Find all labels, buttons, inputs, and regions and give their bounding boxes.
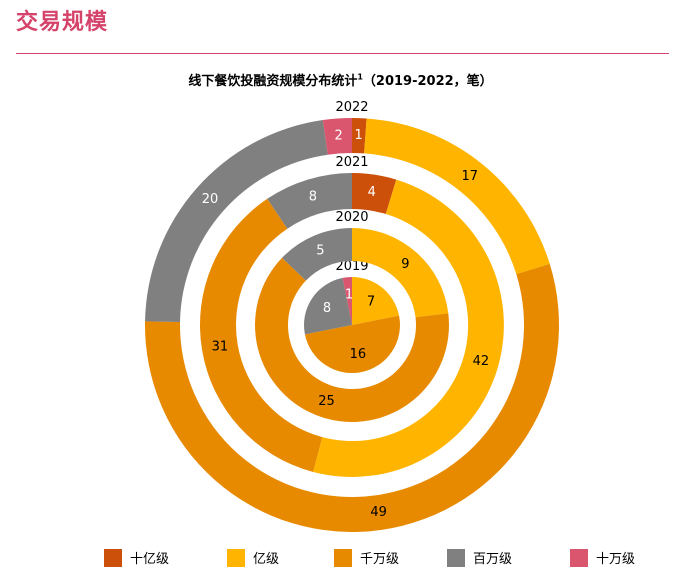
legend-label-ten-million-level: 千万级 bbox=[360, 552, 400, 567]
legend-swatch-hundred-thousand-level bbox=[570, 548, 588, 567]
value-label-2019-hundred-thousand-level: 1 bbox=[345, 288, 353, 303]
legend-swatch-ten-million-level bbox=[334, 548, 352, 567]
value-label-2021-hundred-million-level: 42 bbox=[473, 354, 490, 369]
legend-swatch-hundred-million-level bbox=[227, 548, 245, 567]
segment-2019-hundred-million-level bbox=[352, 277, 400, 325]
segment-2021-hundred-million-level bbox=[313, 179, 504, 477]
ring-year-label-2021: 2021 bbox=[335, 155, 368, 170]
chart-title-text: 线下餐饮投融资规模分布统计 bbox=[188, 74, 358, 89]
legend-label-billion-level: 十亿级 bbox=[130, 552, 170, 567]
segment-2020-ten-million-level bbox=[254, 257, 449, 423]
legend-item-billion-level: 十亿级 bbox=[104, 548, 169, 567]
legend-item-hundred-million-level: 亿级 bbox=[227, 548, 279, 567]
chart-title-suffix: （2019-2022，笔） bbox=[362, 74, 493, 89]
value-label-2019-million-level: 8 bbox=[323, 301, 331, 316]
legend-label-hundred-thousand-level: 十万级 bbox=[596, 552, 636, 567]
legend-item-ten-million-level: 千万级 bbox=[334, 548, 399, 567]
segment-2021-million-level bbox=[267, 173, 352, 229]
segment-2020-million-level bbox=[282, 228, 352, 281]
chart-legend: 十亿级 亿级 千万级 百万级 十万级 bbox=[0, 548, 681, 570]
legend-swatch-billion-level bbox=[104, 548, 122, 567]
value-label-2019-hundred-million-level: 7 bbox=[367, 294, 375, 309]
segment-2019-hundred-thousand-level bbox=[342, 277, 352, 325]
title-divider bbox=[16, 53, 669, 54]
legend-label-hundred-million-level: 亿级 bbox=[253, 552, 280, 567]
legend-label-million-level: 百万级 bbox=[473, 552, 513, 567]
value-label-2020-hundred-million-level: 9 bbox=[401, 257, 409, 272]
segment-2022-million-level bbox=[145, 120, 328, 322]
ring-year-label-2022: 2022 bbox=[335, 100, 368, 115]
segment-2022-ten-million-level bbox=[144, 263, 559, 533]
legend-item-hundred-thousand-level: 十万级 bbox=[570, 548, 635, 567]
segment-2022-hundred-thousand-level bbox=[322, 118, 352, 155]
value-label-2022-hundred-thousand-level: 2 bbox=[334, 128, 342, 143]
segment-2021-billion-level bbox=[352, 173, 397, 215]
segment-2020-hundred-million-level bbox=[352, 228, 449, 318]
segment-2019-million-level bbox=[303, 277, 352, 335]
value-label-2020-million-level: 5 bbox=[316, 243, 324, 258]
segment-2022-hundred-million-level bbox=[364, 118, 550, 275]
value-label-2021-million-level: 8 bbox=[309, 189, 317, 204]
segment-2021-ten-million-level bbox=[199, 198, 323, 472]
chart-title: 线下餐饮投融资规模分布统计1（2019-2022，笔） bbox=[0, 70, 681, 89]
segment-2019-ten-million-level bbox=[304, 315, 401, 374]
value-label-2019-ten-million-level: 16 bbox=[350, 347, 367, 362]
value-label-2021-billion-level: 4 bbox=[368, 185, 376, 200]
segment-2022-billion-level bbox=[352, 118, 367, 154]
value-label-2022-million-level: 20 bbox=[202, 192, 219, 207]
ring-year-label-2020: 2020 bbox=[335, 210, 368, 225]
ring-year-label-2019: 2019 bbox=[335, 259, 368, 274]
chart-title-footnote: 1 bbox=[357, 72, 363, 82]
value-label-2022-ten-million-level: 49 bbox=[370, 505, 387, 520]
value-label-2022-billion-level: 1 bbox=[355, 128, 363, 143]
legend-swatch-million-level bbox=[447, 548, 465, 567]
value-label-2020-ten-million-level: 25 bbox=[318, 394, 335, 409]
value-label-2021-ten-million-level: 31 bbox=[212, 340, 229, 355]
value-label-2022-hundred-million-level: 17 bbox=[462, 169, 479, 184]
section-title: 交易规模 bbox=[16, 10, 109, 35]
legend-item-million-level: 百万级 bbox=[447, 548, 512, 567]
